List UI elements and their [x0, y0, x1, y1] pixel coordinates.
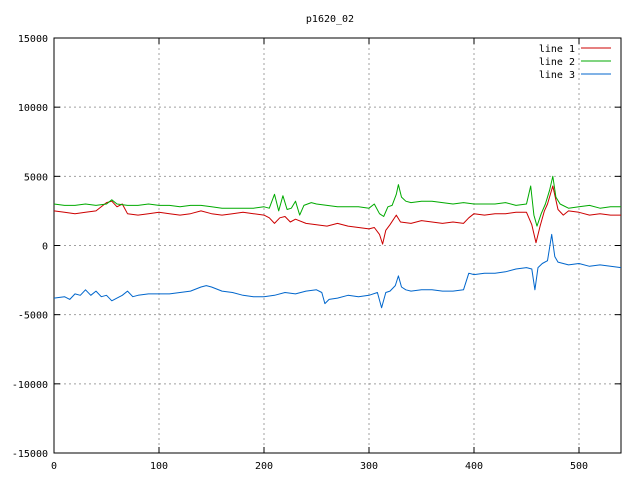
y-tick-label: 10000 [18, 103, 48, 114]
chart-title: p1620_02 [306, 14, 354, 25]
y-tick-label: -10000 [12, 380, 48, 391]
series-line-2 [53, 175, 621, 227]
legend-label-2: line 2 [539, 57, 575, 68]
grid-lines [54, 38, 621, 453]
legend: line 1 line 2 line 3 [539, 44, 611, 81]
x-tick-label: 100 [150, 461, 168, 472]
x-tick-label: 300 [360, 461, 378, 472]
y-tick-label: 15000 [18, 34, 48, 45]
y-tick-label: -15000 [12, 449, 48, 460]
series-line-3 [53, 233, 622, 309]
series-layer [53, 175, 622, 309]
x-tick-label: 200 [255, 461, 273, 472]
y-tick-label: 0 [42, 242, 48, 253]
legend-label-1: line 1 [539, 44, 575, 55]
x-tick-label: 500 [570, 461, 588, 472]
series-line-1 [53, 185, 621, 245]
legend-label-3: line 3 [539, 70, 575, 81]
axes: 0 100 200 300 400 500 -15000 -10000 -5000 0 5000 10… [12, 34, 622, 472]
y-tick-label: 5000 [24, 172, 48, 183]
y-tick-label: -5000 [18, 311, 48, 322]
x-tick-label: 400 [465, 461, 483, 472]
x-tick-label: 0 [51, 461, 57, 472]
